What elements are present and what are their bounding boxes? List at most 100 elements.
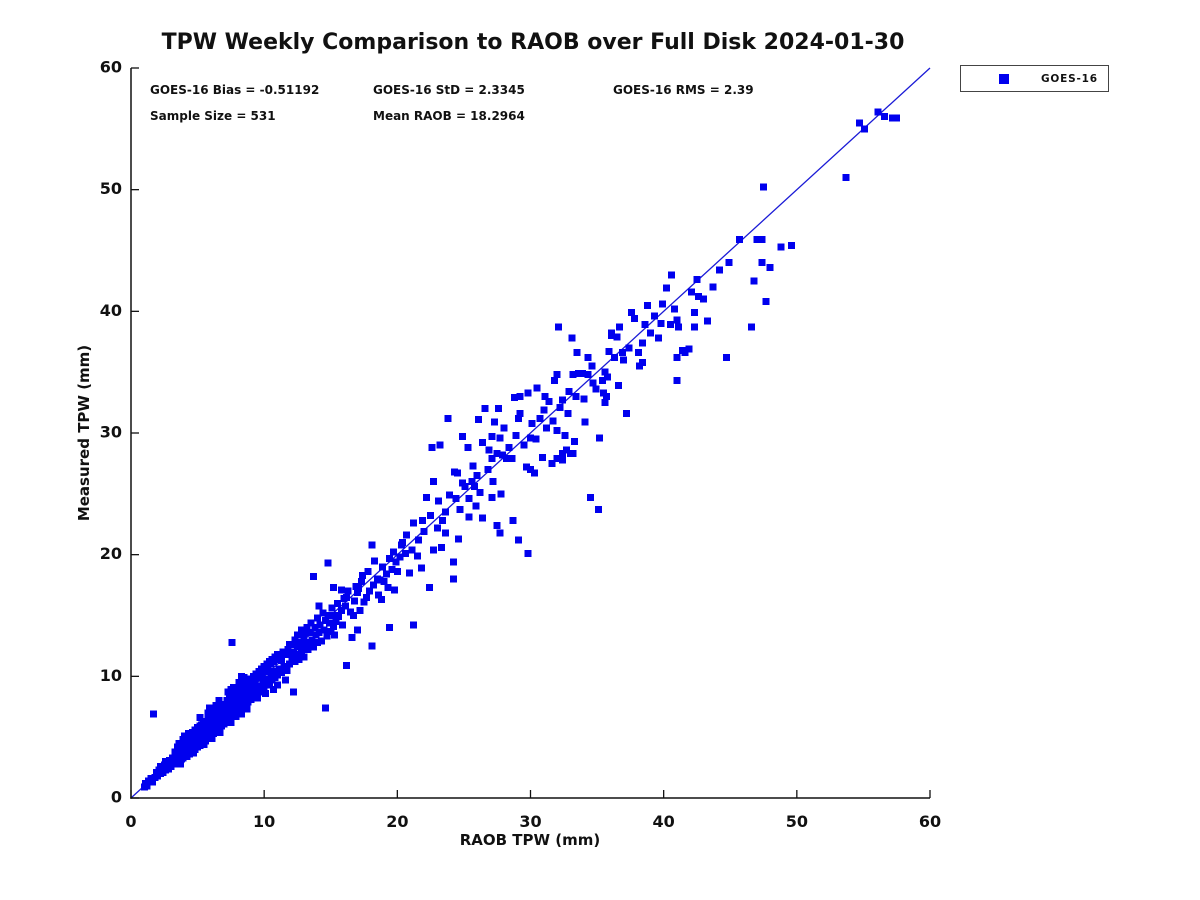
x-tick-label: 40 <box>653 812 675 831</box>
data-point <box>758 236 766 244</box>
data-point <box>556 403 564 411</box>
data-point <box>420 528 428 536</box>
data-point <box>401 549 409 557</box>
data-point <box>605 347 613 355</box>
data-point <box>323 632 331 640</box>
data-point <box>766 264 774 272</box>
data-point <box>459 479 467 487</box>
data-point <box>368 642 376 650</box>
data-point <box>419 517 427 525</box>
data-point <box>228 698 236 706</box>
data-point <box>309 643 317 651</box>
data-point <box>596 434 604 442</box>
data-point <box>148 778 156 786</box>
data-point <box>475 416 483 424</box>
data-point <box>435 497 443 505</box>
data-point <box>194 733 202 741</box>
legend-marker-square-icon <box>999 73 1009 84</box>
data-point <box>628 309 636 317</box>
data-point <box>550 377 558 385</box>
data-point <box>396 553 404 561</box>
data-point <box>353 626 361 634</box>
y-tick-label: 0 <box>111 788 122 807</box>
y-tick-label: 30 <box>100 423 122 442</box>
data-point <box>455 535 463 543</box>
data-point <box>694 293 702 301</box>
data-point <box>244 675 252 683</box>
data-point <box>527 466 534 473</box>
data-point <box>704 317 712 325</box>
data-point <box>210 721 218 729</box>
data-point <box>468 478 476 486</box>
data-point <box>618 349 626 357</box>
data-point <box>208 734 216 742</box>
data-point <box>516 410 524 418</box>
data-point <box>536 414 544 422</box>
data-point <box>515 536 523 544</box>
data-point <box>325 619 333 627</box>
data-point <box>429 478 437 486</box>
data-point <box>425 584 433 592</box>
data-point <box>441 529 449 537</box>
data-point <box>574 369 582 377</box>
data-point <box>212 702 220 710</box>
data-point <box>644 301 652 309</box>
data-point <box>379 563 387 571</box>
data-point <box>469 462 477 470</box>
data-point <box>479 514 487 522</box>
data-point <box>347 608 355 616</box>
data-point <box>377 596 385 604</box>
data-point <box>503 455 511 463</box>
data-point <box>673 316 681 324</box>
data-point <box>397 541 405 549</box>
data-point <box>481 405 489 413</box>
data-point <box>449 558 457 566</box>
data-point <box>427 512 435 520</box>
data-point <box>479 439 487 447</box>
data-point <box>760 183 768 191</box>
data-point <box>589 379 597 387</box>
data-point <box>337 607 345 615</box>
data-point <box>452 495 460 503</box>
data-point <box>356 607 364 615</box>
data-point <box>156 762 164 770</box>
data-point <box>777 243 785 251</box>
data-point <box>528 419 536 427</box>
data-point <box>293 631 301 639</box>
data-point <box>343 593 351 601</box>
data-point <box>620 356 628 364</box>
data-point <box>275 665 283 673</box>
data-point <box>495 405 503 413</box>
data-point <box>527 434 534 442</box>
data-point <box>147 775 155 783</box>
data-point <box>473 472 481 480</box>
data-point <box>570 438 578 446</box>
data-point <box>329 584 337 592</box>
data-point <box>748 323 756 331</box>
data-point <box>505 444 513 452</box>
data-point <box>461 483 469 491</box>
data-point <box>234 685 242 692</box>
data-point <box>369 581 377 589</box>
data-point <box>180 732 188 740</box>
data-point <box>176 760 184 768</box>
data-point <box>162 758 170 765</box>
data-point <box>172 749 180 757</box>
data-point <box>168 754 176 762</box>
y-tick-label: 20 <box>100 544 122 563</box>
data-point <box>558 456 566 464</box>
stat-sample-size: Sample Size = 531 <box>150 109 276 123</box>
data-point <box>195 727 203 735</box>
data-point <box>292 650 300 658</box>
stat-rms: GOES-16 RMS = 2.39 <box>613 83 754 97</box>
data-point <box>889 114 897 122</box>
data-point <box>365 587 373 595</box>
data-point <box>277 657 285 665</box>
data-point <box>227 686 235 694</box>
data-point <box>558 396 566 404</box>
data-point <box>688 288 696 296</box>
data-point <box>258 674 266 682</box>
data-point <box>874 108 882 116</box>
data-point <box>693 276 701 284</box>
